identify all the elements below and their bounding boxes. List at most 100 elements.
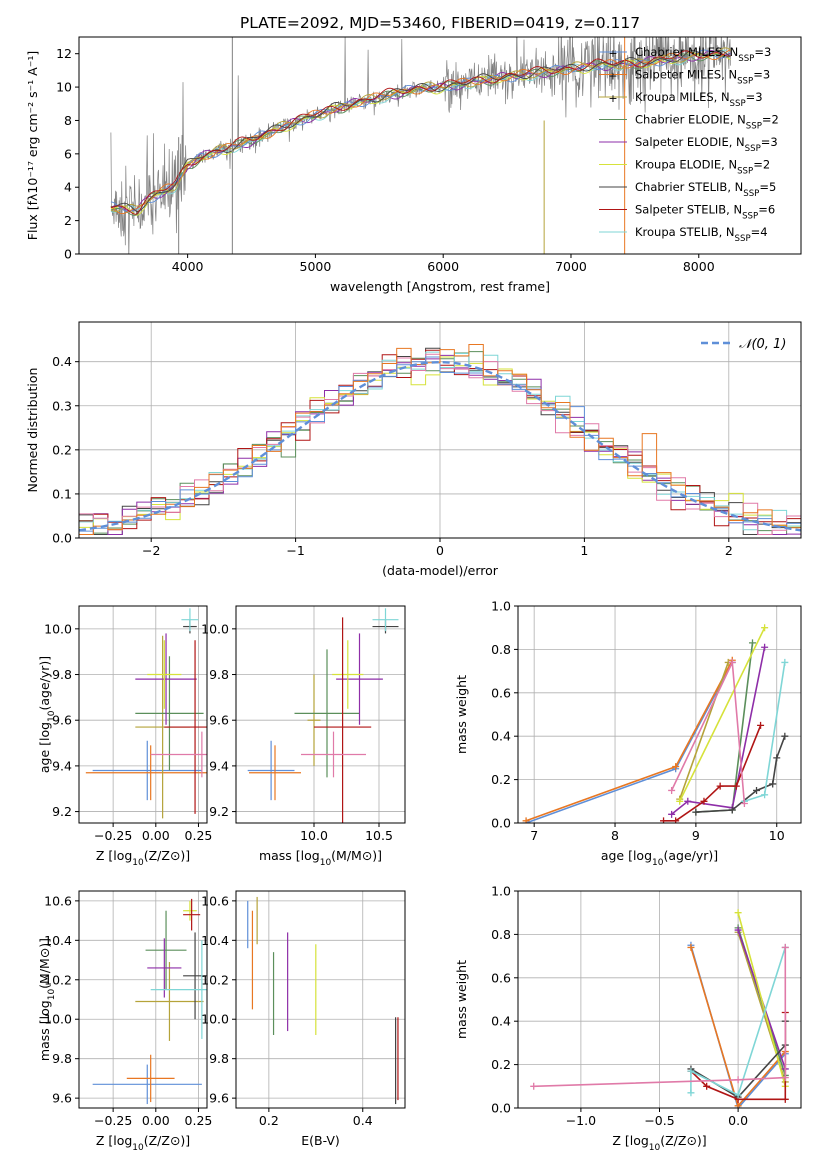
y-tick-label: 0.0 [491,816,511,831]
observed-spectrum-line [110,37,731,254]
weight-point-marker [734,926,742,934]
weight-point-marker [703,1082,711,1090]
plot-frame [517,605,802,824]
y-tick-label: 9.6 [52,1091,72,1106]
y-tick-label: 9.8 [52,667,72,682]
weight-point-marker [740,799,748,807]
y-tick-label: 10.4 [44,933,72,948]
residuals-panel: −2 −1 0 1 2 0.0 0.1 0.2 0.3 0.4 (data-model)/error… [25,321,802,578]
y-tick-label: 9.8 [209,1051,229,1066]
y-tick-label: 0.0 [52,531,72,546]
x-tick-label: 0.00 [142,828,170,843]
weight-series-line-5 [678,627,766,802]
y-tick-label: 0.0 [491,1101,511,1116]
mass-age-panel: 10.0 10.5 9.2 9.4 9.6 9.8 10.0 mass [log10(M/M⊙… [201,605,406,868]
y-tick-label: 0.2 [491,1057,511,1072]
weight-point-marker [668,810,676,818]
weight-point-marker [672,817,680,823]
weight-point-marker [781,732,789,740]
weight-point-marker [732,782,740,790]
weight-point-marker [769,780,777,788]
y-tick-label: 0.2 [52,442,72,457]
x-tick-label: 0.4 [353,1113,373,1128]
spectrum-panel: 4000 5000 6000 7000 8000 0 2 4 6 8 10 12 wavelength … [25,36,802,294]
y-axis-label: age [log10(age/yr)] [37,656,57,773]
legend-entry: Chabrier ELODIE, NSSP=2 [635,113,779,132]
x-tick-label: −0.5 [644,1113,674,1128]
weight-point-marker [753,786,761,794]
weight-series-line-6 [695,735,786,813]
x-tick-label: 0.25 [185,828,213,843]
y-tick-label: 0.4 [52,354,72,369]
x-tick-label: 1 [580,543,588,558]
z-age-panel: −0.25 0.00 0.25 9.2 9.4 9.6 9.8 10.0 Z [log10(Z/… [37,605,213,868]
legend-entry: 𝒩(0, 1) [739,337,786,352]
legend-marker: + [608,70,617,83]
x-tick-label: 9 [692,828,700,843]
y-tick-label: 9.4 [52,758,72,773]
x-tick-label: 10.0 [300,828,328,843]
y-axis-label: Flux [fλ10⁻¹⁷ erg cm⁻² s⁻¹ A⁻¹] [25,51,40,240]
plot-area [92,898,207,1105]
weight-series-line-0 [525,662,734,823]
legend-entry: Salpeter MILES, NSSP=3 [635,68,770,87]
x-axis-label: wavelength [Angstrom, rest frame] [330,279,550,294]
x-tick-label: 6000 [427,259,459,274]
y-tick-label: 0.8 [491,642,511,657]
weight-point-marker [757,721,765,729]
weight-point-marker [761,624,769,632]
y-tick-label: 10.6 [201,893,229,908]
weight-series-line-5 [737,912,787,1087]
x-tick-label: 0 [436,543,444,558]
y-tick-label: 10.0 [44,1012,72,1027]
model-spectrum-line-4 [110,50,731,212]
plot-area [522,624,789,823]
y-tick-label: 9.8 [52,1051,72,1066]
weight-point-marker [687,943,695,951]
x-tick-label: 7000 [555,259,587,274]
y-tick-label: 10.2 [201,972,229,987]
y-tick-label: 9.6 [209,713,229,728]
legend-entry: Salpeter STELIB, NSSP=6 [635,203,775,222]
plot-frame [235,605,406,824]
weight-series-line-9 [533,947,787,1088]
plot-frame [78,605,208,824]
y-axis-label: mass weight [454,675,469,754]
weight-series-line-9 [670,659,746,804]
y-tick-label: 0.6 [491,970,511,985]
plot-area [530,909,789,1108]
y-tick-label: 10.6 [44,893,72,908]
y-axis-label: Normed distribution [25,368,40,493]
x-tick-label: 2 [725,543,733,558]
y-tick-label: 0.4 [491,729,511,744]
weight-point-marker [781,943,789,951]
z-massweight-panel: −1.0 −0.5 0.0 0.0 0.2 0.4 0.6 0.8 1.0 Z [log10(Z/… [454,884,802,1153]
plot-area [247,608,399,823]
weight-point-marker [728,658,736,666]
plot-area [85,608,207,819]
x-axis-label: Z [log10(Z/Z⊙)] [96,1133,190,1153]
model-spectrum-line-6 [110,49,731,213]
y-tick-label: 9.2 [209,804,229,819]
x-tick-label: 10.5 [365,828,393,843]
x-tick-label: −0.25 [94,828,132,843]
x-axis-label: (data-model)/error [382,563,499,578]
normal-curve [79,360,801,532]
y-axis-label: mass weight [454,960,469,1039]
legend-entry: Chabrier MILES, NSSP=3 [635,45,771,64]
y-tick-label: 0.1 [52,486,72,501]
y-tick-label: 10 [56,80,72,95]
model-spectrum-line-1 [110,49,731,215]
plot-frame [235,890,406,1109]
x-tick-label: 0.0 [728,1113,748,1128]
y-tick-label: 0.2 [491,772,511,787]
weight-point-marker [781,1095,789,1103]
y-tick-label: 9.6 [209,1091,229,1106]
y-tick-label: 10.0 [201,621,229,636]
model-spectrum-line-7 [110,50,731,215]
residual-histogram-1 [79,344,801,535]
weight-series-line-8 [744,662,786,803]
weight-point-marker [781,658,789,666]
y-tick-label: 4 [64,180,72,195]
